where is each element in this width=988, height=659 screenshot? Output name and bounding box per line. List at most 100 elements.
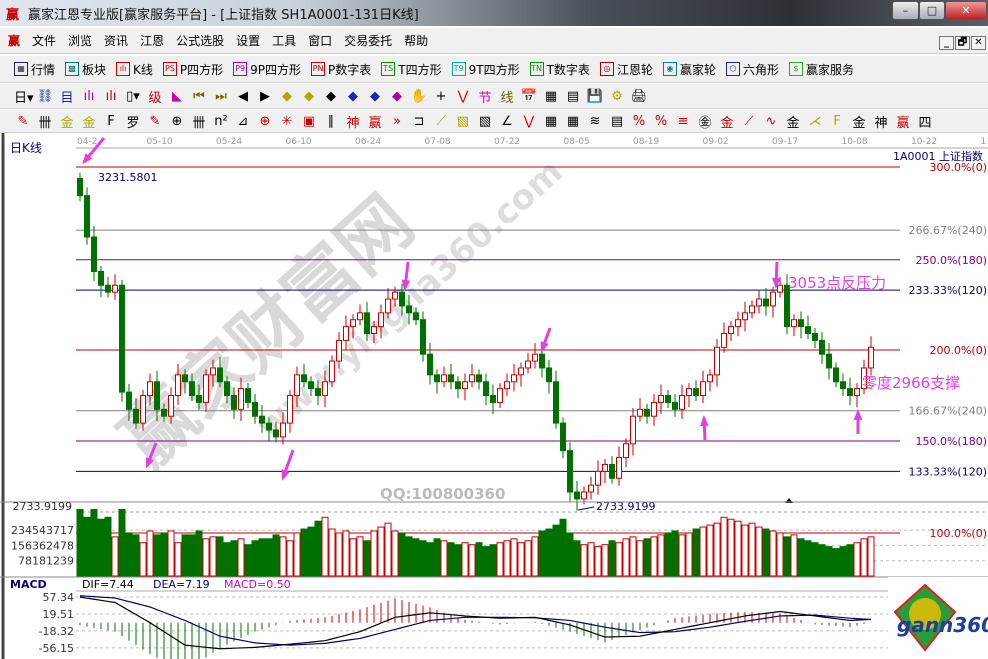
- toolbar3-tool-icon-14[interactable]: ∥: [327, 113, 335, 129]
- toolbar3-tool-icon-25[interactable]: ▦: [566, 113, 580, 129]
- kline-chart[interactable]: 04-2 05-10 05-24 06-10 06-24 07-08 07-22 08-05 0…: [0, 133, 988, 659]
- toolbar3-tool-icon-27[interactable]: ▤: [610, 113, 624, 129]
- toolbar-item-12[interactable]: $ 赢家服务: [788, 61, 854, 78]
- toolbar3-tool-icon-15[interactable]: 神: [346, 115, 360, 131]
- toolbar2-tool-icon-28[interactable]: 🖨: [630, 88, 648, 104]
- toolbar2-tool-icon-27[interactable]: ⚙: [611, 88, 623, 104]
- toolbar3-tool-icon-36[interactable]: ⋌: [808, 113, 822, 129]
- toolbar3-tool-icon-6[interactable]: ✎: [149, 113, 161, 129]
- toolbar2-tool-icon-7[interactable]: ◣: [172, 88, 182, 104]
- toolbar2-tool-icon-19[interactable]: +: [435, 88, 447, 104]
- menu-5[interactable]: 设置: [236, 34, 261, 48]
- toolbar2-tool-icon-26[interactable]: 💾: [586, 88, 604, 104]
- toolbar2-tool-icon-4[interactable]: ılı: [105, 88, 117, 104]
- maximize-button[interactable]: □: [919, 1, 945, 20]
- toolbar2-tool-icon-12[interactable]: ◆: [282, 88, 292, 104]
- toolbar2-tool-icon-1[interactable]: ⛓: [36, 88, 54, 104]
- menu-1[interactable]: 浏览: [68, 34, 93, 48]
- toolbar3-tool-icon-29[interactable]: %: [654, 113, 668, 129]
- toolbar3-tool-icon-31[interactable]: ㊎: [698, 115, 712, 131]
- menu-6[interactable]: 工具: [272, 34, 297, 48]
- toolbar2-tool-icon-22[interactable]: 线: [500, 90, 514, 106]
- toolbar3-tool-icon-7[interactable]: ⊕: [171, 113, 183, 129]
- menu-7[interactable]: 窗口: [308, 34, 333, 48]
- toolbar2-tool-icon-14[interactable]: ◆: [326, 88, 336, 104]
- toolbar2-tool-icon-3[interactable]: ılı: [83, 88, 95, 104]
- app-menu-logo[interactable]: 赢: [8, 34, 21, 48]
- menu-3[interactable]: 江恩: [140, 34, 165, 48]
- toolbar3-tool-icon-9[interactable]: n²: [214, 113, 228, 129]
- toolbar3-tool-icon-10[interactable]: ⊿: [237, 113, 249, 129]
- toolbar2-tool-icon-18[interactable]: ✋: [410, 88, 428, 104]
- toolbar3-tool-icon-32[interactable]: 金: [720, 115, 734, 131]
- toolbar-item-5[interactable]: PN P数字表: [311, 61, 371, 78]
- toolbar3-tool-icon-23[interactable]: ⋁: [523, 113, 535, 129]
- toolbar3-tool-icon-33[interactable]: ⟋: [744, 113, 754, 129]
- toolbar3-tool-icon-8[interactable]: 卌: [192, 115, 206, 131]
- toolbar-item-7[interactable]: T9 9T四方形: [451, 61, 520, 78]
- toolbar2-tool-icon-5[interactable]: ▯▾: [126, 88, 140, 104]
- toolbar3-tool-icon-40[interactable]: 赢: [896, 115, 910, 131]
- minimize-button[interactable]: –: [892, 1, 919, 20]
- toolbar2-tool-icon-11[interactable]: ▶: [260, 88, 270, 104]
- toolbar3-tool-icon-12[interactable]: ✳: [281, 113, 293, 129]
- toolbar3-tool-icon-26[interactable]: ≋: [589, 113, 601, 129]
- toolbar-item-0[interactable]: ▦ 行情: [14, 61, 55, 78]
- toolbar3-tool-icon-19[interactable]: ⟋: [436, 113, 446, 129]
- toolbar-item-10[interactable]: ◉ 赢家轮: [662, 61, 716, 78]
- toolbar2-tool-icon-21[interactable]: 节: [478, 90, 492, 106]
- toolbar-item-8[interactable]: TN T数字表: [529, 61, 590, 78]
- menu-8[interactable]: 交易委托: [344, 34, 393, 48]
- toolbar2-tool-icon-6[interactable]: 级: [148, 90, 162, 106]
- toolbar2-tool-icon-20[interactable]: ⋁: [457, 88, 469, 104]
- toolbar2-tool-icon-0[interactable]: 日▾: [14, 90, 34, 106]
- toolbar3-tool-icon-30[interactable]: ≡: [677, 113, 689, 129]
- toolbar2-tool-icon-13[interactable]: ◆: [304, 88, 314, 104]
- toolbar3-tool-icon-38[interactable]: 金: [852, 115, 866, 131]
- toolbar3-tool-icon-0[interactable]: ✎: [17, 113, 29, 129]
- mdi-restore-button[interactable]: 🗗: [955, 36, 970, 50]
- toolbar3-tool-icon-17[interactable]: »: [393, 113, 401, 129]
- toolbar2-tool-icon-24[interactable]: ▦: [544, 88, 558, 104]
- toolbar-item-9[interactable]: ◎ 江恩轮: [599, 61, 653, 78]
- toolbar3-tool-icon-21[interactable]: ▧: [478, 113, 492, 129]
- toolbar3-tool-icon-39[interactable]: 神: [874, 115, 888, 131]
- menu-4[interactable]: 公式选股: [176, 34, 225, 48]
- toolbar2-tool-icon-2[interactable]: 目: [60, 90, 74, 106]
- toolbar2-tool-icon-17[interactable]: ◆: [392, 88, 402, 104]
- toolbar3-tool-icon-41[interactable]: 四: [918, 115, 932, 131]
- toolbar2-tool-icon-9[interactable]: ⏭: [215, 88, 227, 104]
- toolbar3-tool-icon-20[interactable]: ▧: [456, 113, 470, 129]
- toolbar3-tool-icon-4[interactable]: F: [107, 113, 115, 129]
- toolbar2-tool-icon-23[interactable]: 📅: [520, 88, 538, 104]
- toolbar3-tool-icon-11[interactable]: ⊕: [259, 113, 271, 129]
- toolbar3-tool-icon-22[interactable]: ∠: [501, 113, 513, 129]
- toolbar3-tool-icon-24[interactable]: ▦: [544, 113, 558, 129]
- toolbar2-tool-icon-16[interactable]: ◆: [370, 88, 380, 104]
- mdi-minimize-button[interactable]: _: [939, 36, 954, 50]
- menu-2[interactable]: 资讯: [104, 34, 129, 48]
- toolbar-item-4[interactable]: P9 9P四方形: [233, 61, 301, 78]
- toolbar-item-6[interactable]: TS T四方形: [381, 61, 442, 78]
- toolbar-item-2[interactable]: ılı K线: [116, 61, 153, 78]
- toolbar2-tool-icon-10[interactable]: ◀: [238, 88, 248, 104]
- toolbar3-tool-icon-35[interactable]: 金: [786, 115, 800, 131]
- menu-9[interactable]: 帮助: [404, 34, 429, 48]
- toolbar3-tool-icon-34[interactable]: ∿: [765, 113, 777, 129]
- toolbar-item-3[interactable]: PS P四方形: [162, 61, 223, 78]
- menu-0[interactable]: 文件: [32, 34, 57, 48]
- toolbar-item-1[interactable]: ▩ 板块: [65, 61, 106, 78]
- toolbar2-tool-icon-25[interactable]: ▤: [566, 88, 580, 104]
- toolbar3-tool-icon-28[interactable]: %: [632, 113, 646, 129]
- mdi-close-button[interactable]: ✕: [971, 36, 986, 50]
- toolbar2-tool-icon-8[interactable]: ⏮: [193, 88, 205, 104]
- toolbar3-tool-icon-18[interactable]: ⊐: [413, 113, 425, 129]
- toolbar3-tool-icon-13[interactable]: ▣: [302, 113, 316, 129]
- toolbar-item-11[interactable]: ⬡ 六角形: [725, 61, 779, 78]
- toolbar3-tool-icon-16[interactable]: 赢: [368, 115, 382, 131]
- toolbar3-tool-icon-37[interactable]: F: [833, 113, 841, 129]
- toolbar3-tool-icon-5[interactable]: 罗: [126, 115, 140, 131]
- close-button[interactable]: ✕: [945, 1, 987, 20]
- toolbar3-tool-icon-3[interactable]: 金: [82, 115, 96, 131]
- toolbar3-tool-icon-1[interactable]: 卌: [38, 115, 52, 131]
